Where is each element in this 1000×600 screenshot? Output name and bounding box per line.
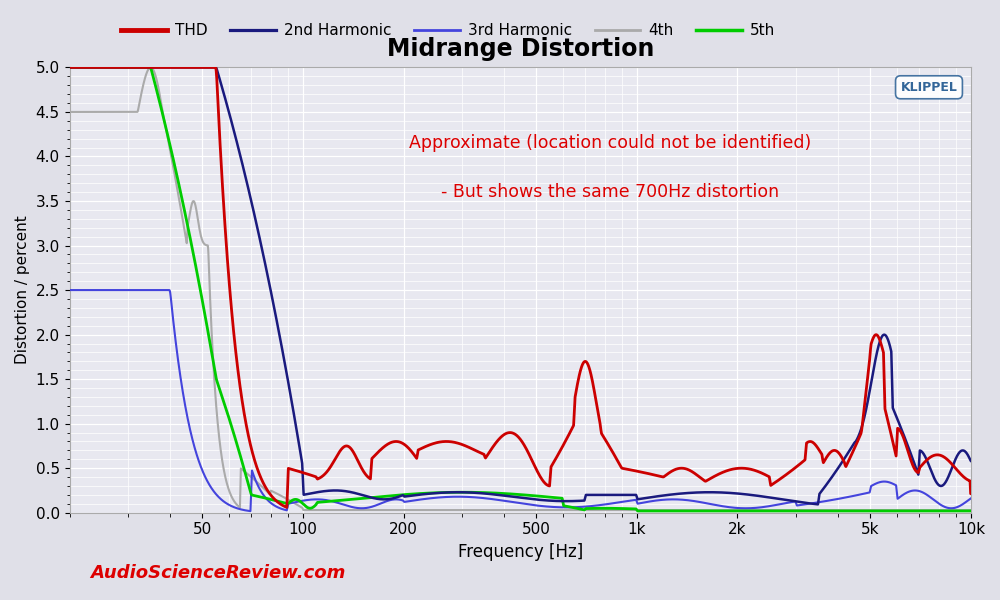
THD — [281, 504, 293, 511]
Text: Approximate (location could not be identified): Approximate (location could not be ident… — [409, 134, 811, 152]
2nd Harmonic — [965, 457, 977, 464]
Line: 5th: 5th — [70, 67, 971, 511]
2nd Harmonic — [409, 491, 421, 499]
3rd Harmonic — [244, 508, 256, 515]
5th — [850, 508, 862, 515]
3rd Harmonic — [166, 308, 178, 316]
4th — [948, 506, 960, 514]
Line: 4th: 4th — [70, 67, 971, 510]
Line: 2nd Harmonic: 2nd Harmonic — [70, 67, 971, 505]
5th — [220, 404, 232, 412]
3rd Harmonic — [449, 493, 461, 500]
5th — [632, 508, 644, 515]
5th — [948, 508, 960, 515]
Line: THD: THD — [70, 67, 971, 508]
2nd Harmonic — [812, 501, 824, 508]
3rd Harmonic — [409, 497, 421, 504]
Title: Midrange Distortion: Midrange Distortion — [387, 37, 654, 61]
Line: 3rd Harmonic: 3rd Harmonic — [70, 290, 971, 511]
THD — [166, 64, 178, 71]
THD — [850, 440, 862, 448]
THD — [449, 439, 461, 446]
5th — [166, 152, 178, 159]
3rd Harmonic — [850, 492, 862, 499]
4th — [64, 109, 76, 116]
THD — [965, 490, 977, 497]
2nd Harmonic — [64, 64, 76, 71]
Text: - But shows the same 700Hz distortion: - But shows the same 700Hz distortion — [441, 183, 779, 201]
Y-axis label: Distortion / percent: Distortion / percent — [15, 215, 30, 364]
4th — [410, 506, 422, 514]
5th — [965, 508, 977, 515]
5th — [448, 488, 460, 496]
THD — [64, 64, 76, 71]
2nd Harmonic — [850, 437, 862, 444]
5th — [64, 64, 76, 71]
4th — [297, 506, 309, 514]
2nd Harmonic — [448, 488, 460, 496]
2nd Harmonic — [166, 64, 178, 71]
THD — [409, 453, 421, 460]
THD — [948, 463, 960, 470]
4th — [965, 506, 977, 514]
4th — [167, 160, 179, 167]
4th — [449, 506, 461, 514]
X-axis label: Frequency [Hz]: Frequency [Hz] — [458, 543, 583, 561]
3rd Harmonic — [220, 499, 232, 506]
5th — [409, 490, 421, 497]
4th — [220, 477, 232, 484]
THD — [220, 234, 232, 241]
4th — [145, 64, 157, 71]
3rd Harmonic — [948, 505, 960, 512]
Text: AudioScienceReview.com: AudioScienceReview.com — [90, 564, 345, 582]
3rd Harmonic — [64, 286, 76, 293]
2nd Harmonic — [948, 460, 960, 467]
2nd Harmonic — [220, 97, 232, 104]
3rd Harmonic — [965, 495, 977, 502]
4th — [851, 506, 863, 514]
Legend: THD, 2nd Harmonic, 3rd Harmonic, 4th, 5th: THD, 2nd Harmonic, 3rd Harmonic, 4th, 5t… — [115, 17, 781, 44]
Text: KLIPPEL: KLIPPEL — [901, 81, 957, 94]
